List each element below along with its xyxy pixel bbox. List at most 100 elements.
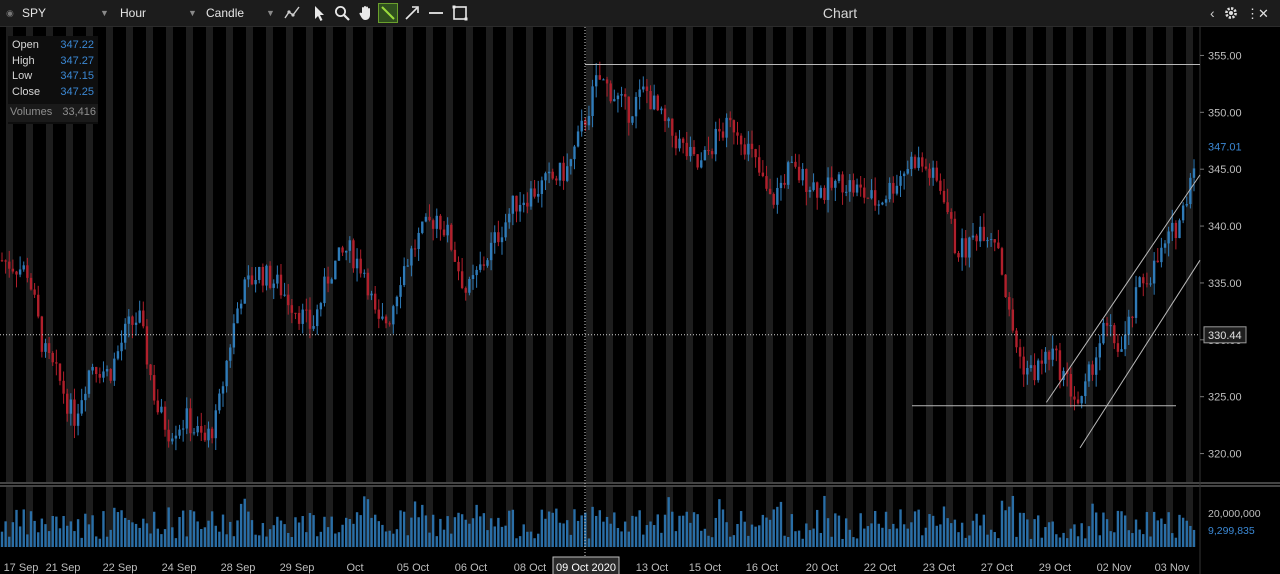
volume-bar	[819, 532, 823, 547]
candle-body	[312, 326, 315, 329]
candle-body	[638, 89, 641, 97]
volume-bar	[221, 514, 225, 547]
volume-bar	[283, 524, 286, 547]
candle-body	[743, 144, 746, 155]
hand-icon[interactable]	[356, 3, 376, 23]
volume-bar	[960, 522, 964, 547]
volume-bar	[656, 514, 659, 547]
candle-body	[1113, 325, 1116, 344]
volume-bar	[1044, 527, 1047, 547]
symbol-selector[interactable]: SPY ▼	[22, 0, 110, 27]
volume-bar	[120, 510, 123, 547]
candle-body	[1167, 231, 1170, 244]
volume-bar	[1065, 538, 1069, 547]
volume-bar	[185, 536, 188, 547]
volume-bar	[344, 517, 348, 547]
trendline-icon[interactable]	[378, 3, 398, 23]
volume-bar	[1138, 529, 1141, 547]
candle-body	[529, 188, 533, 207]
grid-stripe	[186, 27, 193, 482]
candle-body	[44, 343, 47, 352]
candle-body	[80, 400, 83, 414]
candle-body	[591, 86, 594, 117]
volume-bar	[214, 525, 217, 547]
volume-bar	[678, 515, 681, 547]
candle-body	[29, 277, 33, 290]
rectangle-icon[interactable]	[450, 3, 470, 23]
volume-bar	[870, 523, 873, 547]
candle-body	[421, 221, 424, 233]
candle-body	[229, 347, 232, 361]
grid-stripe	[826, 487, 833, 547]
arrow-icon[interactable]	[402, 3, 422, 23]
volume-bar	[1167, 512, 1170, 547]
draw-line-icon[interactable]	[282, 3, 302, 23]
zoom-icon[interactable]	[332, 3, 352, 23]
volume-last-label: 9,299,835	[1208, 525, 1255, 537]
close-icon[interactable]: ✕	[1258, 6, 1269, 21]
volume-bar	[410, 517, 413, 547]
grid-stripe	[546, 27, 553, 482]
grid-stripe	[526, 27, 533, 482]
grid-stripe	[146, 27, 153, 482]
volume-bar	[475, 504, 478, 547]
volume-bar	[1062, 532, 1065, 547]
volume-bar	[239, 503, 243, 547]
candle-body	[1098, 343, 1101, 358]
gear-icon[interactable]	[1224, 6, 1238, 25]
candle-body	[431, 220, 435, 229]
grid-stripe	[326, 487, 333, 547]
grid-stripe	[366, 27, 373, 482]
candle-body	[1008, 297, 1011, 310]
volume-bar	[98, 538, 102, 547]
volume-bar	[794, 531, 797, 547]
candle-body	[171, 438, 174, 442]
grid-stripe	[226, 27, 233, 482]
volume-bar	[707, 535, 710, 547]
trendline-annotation	[1079, 259, 1201, 449]
volume-bar	[968, 535, 971, 547]
volume-bar	[950, 523, 953, 547]
chart-style-selector[interactable]: Candle ▼	[206, 0, 276, 27]
candle-body	[968, 237, 971, 258]
volume-bar	[931, 515, 935, 547]
chevron-left-icon[interactable]: ‹	[1210, 5, 1215, 21]
volume-bar	[40, 518, 44, 547]
candle-body	[232, 323, 236, 348]
candle-body	[1109, 325, 1112, 327]
volume-bar	[181, 510, 185, 547]
volume-bar	[276, 516, 279, 547]
candle-body	[366, 272, 370, 296]
candle-body	[297, 312, 301, 324]
price-chart[interactable]: 355.00350.00345.00340.00335.00330.00325.…	[0, 27, 1280, 574]
volume-bar	[1131, 533, 1134, 547]
volume-bar	[1174, 537, 1178, 547]
volume-bar	[953, 519, 957, 547]
candle-body	[457, 261, 460, 272]
symbol-link-icon[interactable]: ◉	[6, 8, 14, 18]
volume-bar	[134, 523, 138, 547]
candle-body	[189, 408, 192, 434]
horizontal-line-icon[interactable]	[426, 3, 446, 23]
candle-body	[363, 272, 366, 274]
volume-bar	[598, 510, 602, 547]
candle-body	[754, 149, 757, 158]
grid-stripe	[646, 27, 653, 482]
candle-body	[1156, 260, 1159, 263]
volume-bar	[1178, 514, 1181, 547]
volume-bar	[457, 512, 460, 547]
volume-bar	[156, 528, 159, 547]
more-options-icon[interactable]: ⋮	[1246, 6, 1259, 21]
interval-selector[interactable]: Hour ▼	[120, 0, 200, 27]
candle-body	[721, 131, 725, 138]
volume-bar	[392, 533, 395, 547]
candle-body	[674, 135, 678, 149]
crosshair-date-box	[552, 556, 620, 574]
volume-bar	[1163, 523, 1167, 547]
volume-bar	[584, 512, 587, 547]
pointer-icon[interactable]	[309, 3, 329, 23]
grid-stripe	[886, 487, 893, 547]
volume-bar	[692, 512, 696, 547]
candle-body	[729, 117, 732, 121]
volume-bar	[87, 524, 91, 547]
